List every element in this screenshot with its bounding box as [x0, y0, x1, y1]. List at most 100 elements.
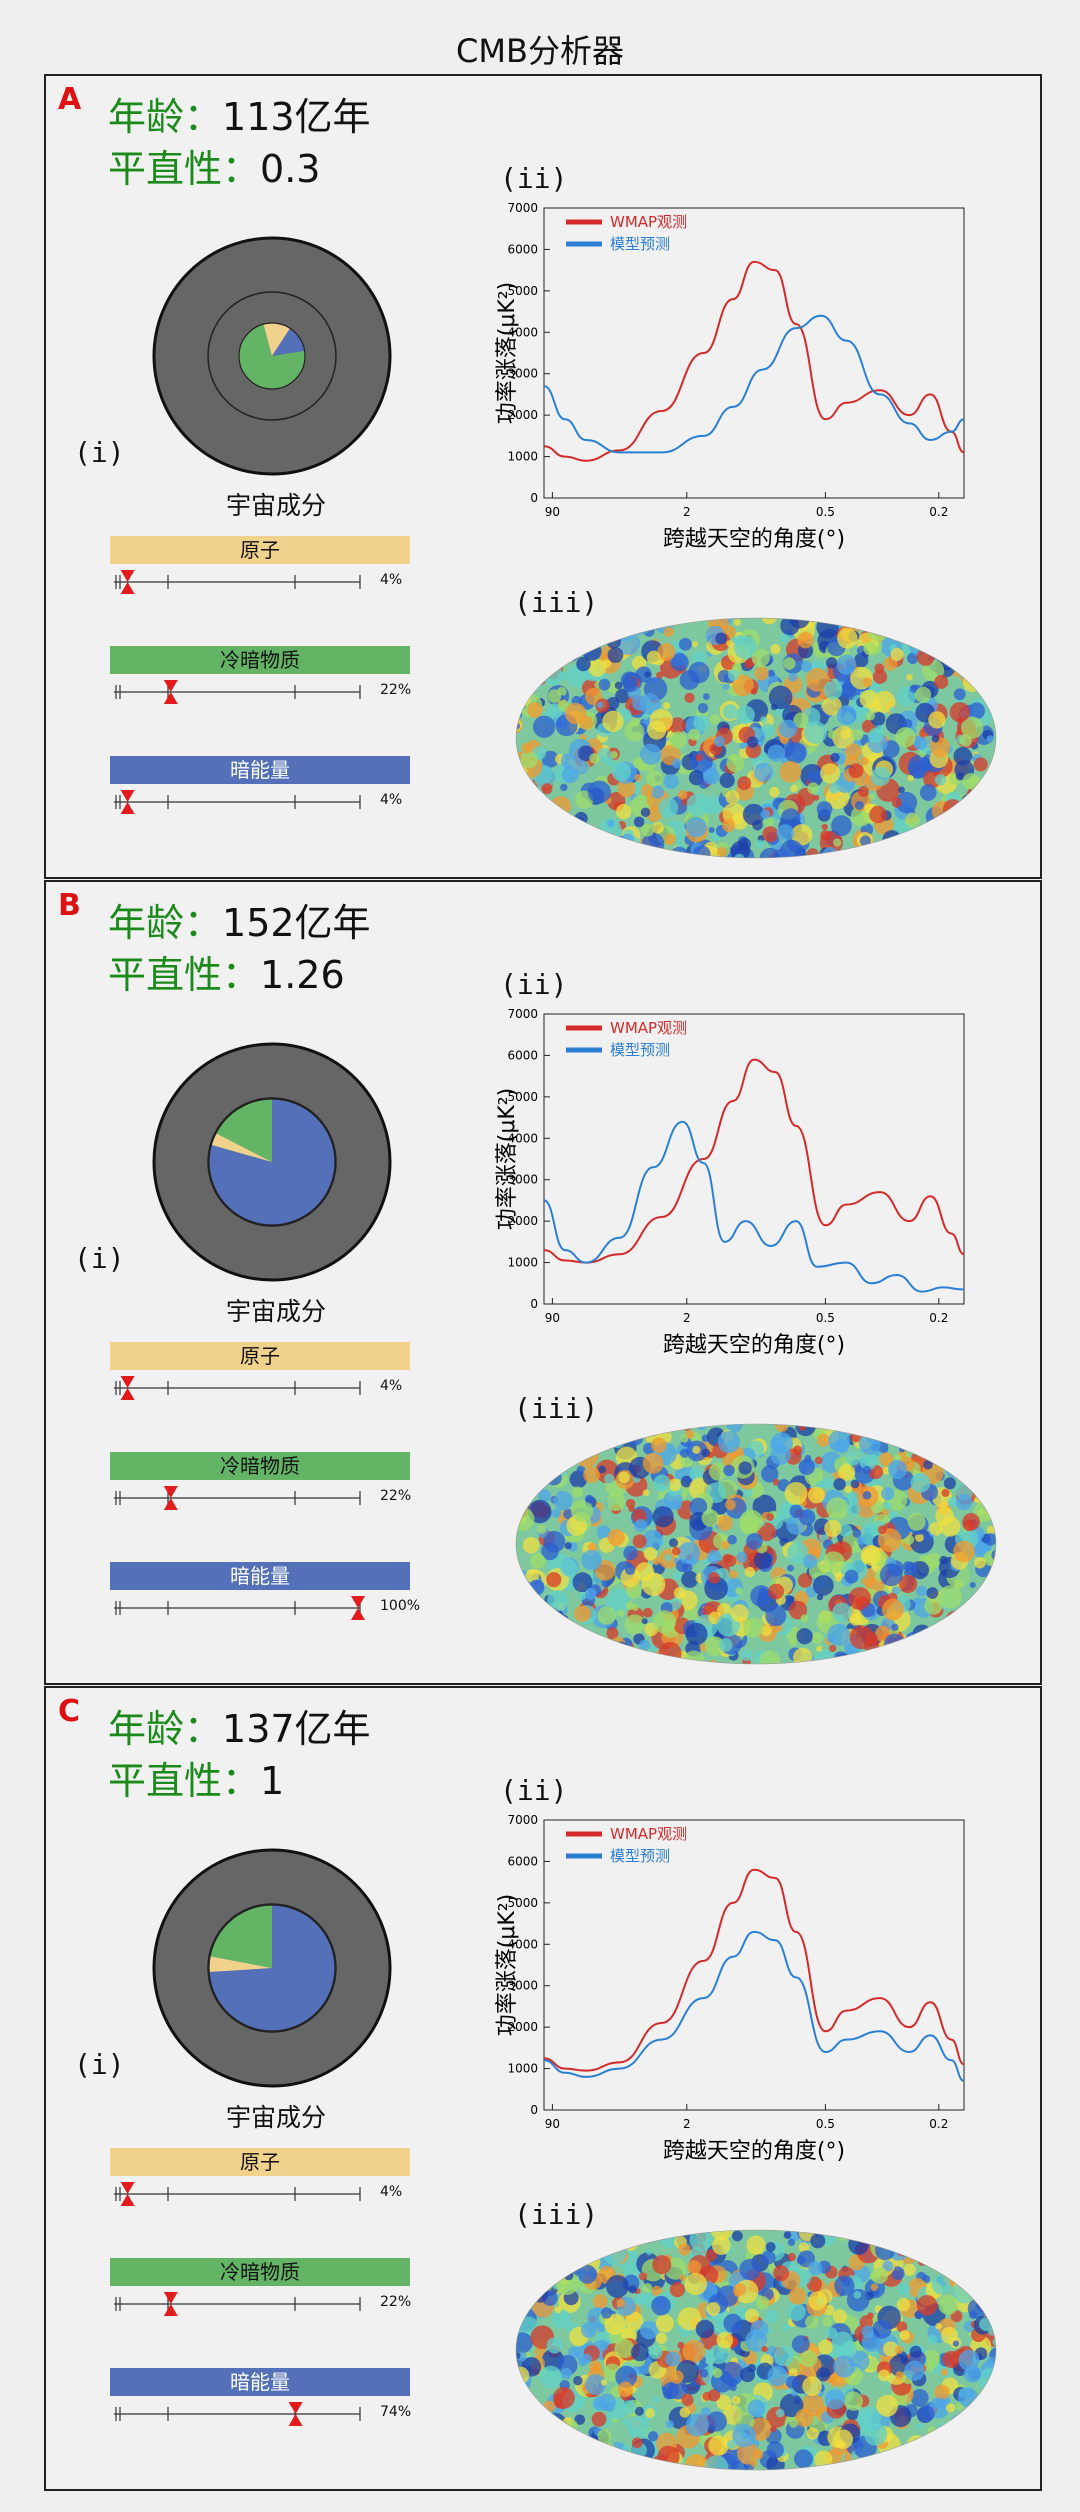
x-tick-label: 0.2: [929, 505, 948, 519]
flatness-label: 平直性：: [108, 147, 261, 191]
cmb-sky-map: [515, 617, 997, 859]
slider-track[interactable]: [110, 1370, 370, 1410]
x-tick-label: 2: [683, 505, 691, 519]
cmb-sky-map: [515, 1423, 997, 1665]
age-label: 年龄：: [108, 901, 223, 945]
slider-handle[interactable]: [163, 2292, 178, 2316]
flatness-readout: 平直性：1: [108, 1750, 284, 1805]
slider-handle[interactable]: [288, 2402, 303, 2426]
y-tick-label: 4000: [507, 1131, 538, 1145]
panel-b: B 年龄：152亿年 平直性：1.26 (i) (ii) (iii) 宇宙成分 …: [44, 880, 1042, 1685]
slider-handle[interactable]: [163, 680, 178, 704]
x-tick-label: 90: [545, 505, 560, 519]
y-tick-label: 5000: [507, 284, 538, 298]
series-model-line: [543, 314, 965, 454]
series-model-line: [543, 1120, 965, 1293]
slider-value: 74%: [380, 2404, 412, 2420]
y-tick-label: 6000: [507, 1048, 538, 1062]
page-title: CMB分析器: [456, 32, 624, 70]
slider-value: 4%: [380, 572, 403, 588]
composition-pie: [152, 236, 392, 476]
chart-frame: [543, 207, 965, 499]
slider-title: 暗能量: [110, 1562, 410, 1590]
slider-atoms[interactable]: 原子 4%: [110, 536, 410, 594]
y-tick-label: 2000: [507, 408, 538, 422]
cmb-sky-map: [515, 2229, 997, 2471]
dark-energy-slice: [272, 328, 305, 356]
panel-label: A: [58, 82, 82, 117]
y-tick-label: 2000: [507, 1214, 538, 1228]
legend-entry: WMAP观测: [610, 1019, 687, 1037]
legend-entry: 模型预测: [610, 235, 670, 253]
dark-energy-slice: [209, 1905, 335, 2031]
y-tick-label: 7000: [507, 201, 538, 215]
flatness-value: 1: [260, 1759, 285, 1803]
panel-label: B: [58, 888, 81, 923]
slider-dark-energy[interactable]: 暗能量 100%: [110, 1562, 420, 1620]
slider-value: 22%: [380, 682, 412, 698]
x-tick-label: 0.5: [816, 1311, 835, 1325]
x-axis-label: 跨越天空的角度(°): [663, 1333, 845, 1358]
y-tick-label: 6000: [507, 1854, 538, 1868]
pie-inner-ring: [207, 1903, 337, 2033]
y-tick-label: 1000: [507, 450, 538, 464]
slider-handle[interactable]: [163, 1486, 178, 1510]
slider-track[interactable]: [110, 1480, 370, 1520]
section-ii-label: (ii): [500, 162, 568, 195]
x-tick-label: 2: [683, 2117, 691, 2131]
slider-atoms[interactable]: 原子 4%: [110, 1342, 410, 1400]
composition-title: 宇宙成分: [225, 491, 326, 520]
slider-track[interactable]: [110, 674, 370, 714]
slider-track[interactable]: [110, 2176, 370, 2216]
slider-dark-matter[interactable]: 冷暗物质 22%: [110, 646, 411, 704]
slider-track[interactable]: [110, 1590, 370, 1630]
y-tick-label: 0: [530, 491, 538, 505]
slider-dark-matter[interactable]: 冷暗物质 22%: [110, 2258, 411, 2316]
slider-title: 暗能量: [110, 756, 410, 784]
y-tick-label: 3000: [507, 1979, 538, 1993]
slider-dark-energy[interactable]: 暗能量 74%: [110, 2368, 411, 2426]
slider-dark-matter[interactable]: 冷暗物质 22%: [110, 1452, 411, 1510]
legend-entry: WMAP观测: [610, 213, 687, 231]
atoms-slice: [209, 1956, 272, 1972]
slider-track[interactable]: [110, 784, 370, 824]
composition-title: 宇宙成分: [225, 2103, 326, 2132]
slider-title: 冷暗物质: [110, 1452, 410, 1480]
flatness-readout: 平直性：0.3: [108, 138, 320, 193]
section-iii-label: (iii): [514, 586, 599, 619]
slider-value: 4%: [380, 1378, 403, 1394]
y-tick-label: 6000: [507, 242, 538, 256]
slider-track[interactable]: [110, 2286, 370, 2326]
slider-track[interactable]: [110, 564, 370, 604]
slider-atoms[interactable]: 原子 4%: [110, 2148, 410, 2206]
dark-matter-slice: [215, 1099, 272, 1162]
section-iii-label: (iii): [514, 2198, 599, 2231]
x-tick-label: 0.5: [816, 2117, 835, 2131]
age-value: 137亿年: [222, 1707, 371, 1751]
x-tick-label: 0.5: [816, 505, 835, 519]
section-i-label: (i): [74, 1242, 125, 1275]
y-tick-label: 5000: [507, 1090, 538, 1104]
slider-track[interactable]: [110, 2396, 370, 2436]
atoms-slice: [211, 1133, 272, 1162]
slider-dark-energy[interactable]: 暗能量 4%: [110, 756, 410, 814]
power-spectrum-chart: 0 1000 2000 3000 4000 5000 6000 7000 90 2 0.5 0.2 跨越…: [495, 1007, 965, 1358]
dark-matter-slice: [210, 1905, 272, 1968]
section-ii-label: (ii): [500, 1774, 568, 1807]
series-wmap-line: [543, 260, 965, 462]
age-label: 年龄：: [108, 95, 223, 139]
age-label: 年龄：: [108, 1707, 223, 1751]
flatness-label: 平直性：: [108, 1759, 261, 1803]
y-tick-label: 7000: [507, 1813, 538, 1827]
age-value: 152亿年: [222, 901, 371, 945]
age-value: 113亿年: [222, 95, 371, 139]
pie-inner-ring: [207, 291, 337, 421]
x-tick-label: 2: [683, 1311, 691, 1325]
y-tick-label: 4000: [507, 325, 538, 339]
y-tick-label: 3000: [507, 367, 538, 381]
y-tick-label: 2000: [507, 2020, 538, 2034]
slider-title: 暗能量: [110, 2368, 410, 2396]
slider-handle[interactable]: [351, 1596, 365, 1620]
x-tick-label: 0.2: [929, 1311, 948, 1325]
y-tick-label: 5000: [507, 1896, 538, 1910]
